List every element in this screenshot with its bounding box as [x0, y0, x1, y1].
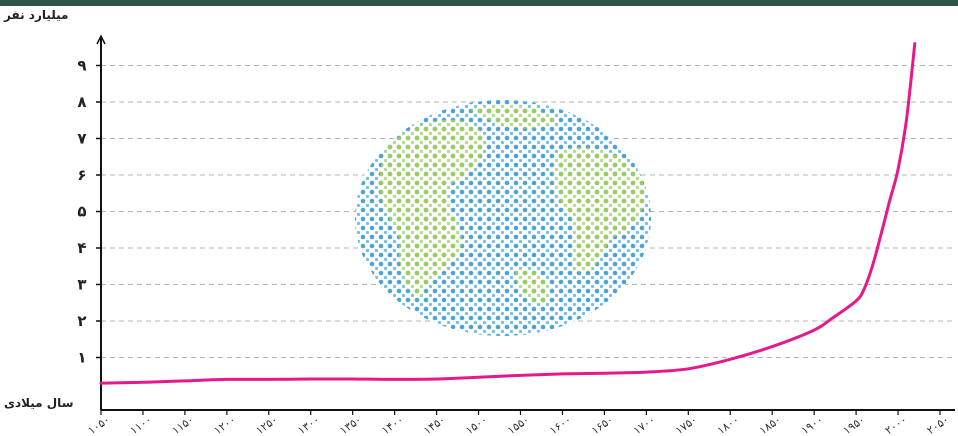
x-tick-label-2000: ۲۰۰۰ — [883, 413, 910, 436]
x-axis-title: سال میلادی — [4, 396, 74, 410]
x-tick-label-1450: ۱۴۵۰ — [421, 413, 448, 436]
x-tick-label-1550: ۱۵۵۰ — [505, 413, 532, 436]
population-line — [99, 42, 917, 385]
y-tick-labels: ۱ ۲ ۳ ۴ ۵ ۶ ۷ ۸ ۹ — [77, 57, 86, 367]
y-tick-label-2: ۲ — [77, 312, 86, 330]
x-tick-label-1800: ۱۸۰۰ — [715, 413, 742, 436]
y-tick-label-3: ۳ — [77, 276, 86, 294]
top-bar — [0, 0, 958, 6]
axes — [96, 34, 955, 415]
x-tick-label-1900: ۱۹۰۰ — [799, 413, 826, 436]
x-tick-label-1600: ۱۶۰۰ — [547, 413, 574, 436]
x-tick-label-1650: ۱۶۵۰ — [589, 413, 616, 436]
x-tick-label-1350: ۱۳۵۰ — [337, 413, 364, 436]
y-tick-label-4: ۴ — [77, 239, 86, 257]
y-tick-label-9: ۹ — [77, 57, 86, 75]
x-tick-label-1100: ۱۱۰۰ — [128, 413, 155, 436]
x-tick-label-1050: ۱۰۵۰ — [86, 413, 113, 436]
x-tick-label-1250: ۱۲۵۰ — [253, 413, 280, 436]
x-tick-label-1300: ۱۳۰۰ — [295, 413, 322, 436]
y-tick-label-1: ۱ — [77, 349, 86, 367]
y-tick-label-8: ۸ — [77, 93, 86, 111]
x-tick-label-1500: ۱۵۰۰ — [463, 413, 490, 436]
x-tick-labels: ۱۰۵۰ ۱۱۰۰ ۱۱۵۰ ۱۲۰۰ ۱۲۵۰ ۱۳۰۰ ۱۳۵۰ ۱۴۰۰ ۱۴۵۰ ۱۵۰۰… — [86, 413, 952, 436]
x-tick-label-1200: ۱۲۰۰ — [211, 413, 238, 436]
x-tick-label-1950: ۱۹۵۰ — [841, 413, 868, 436]
x-tick-label-1750: ۱۷۵۰ — [673, 413, 700, 436]
x-tick-label-1850: ۱۸۵۰ — [757, 413, 784, 436]
y-axis-arrow — [96, 34, 106, 45]
y-axis-title: میلیارد نفر — [4, 8, 69, 22]
x-tick-label-1150: ۱۱۵۰ — [169, 413, 196, 436]
x-tick-label-1700: ۱۷۰۰ — [631, 413, 658, 436]
y-tick-label-5: ۵ — [77, 203, 86, 221]
y-tick-label-6: ۶ — [77, 166, 86, 184]
y-tick-label-7: ۷ — [77, 130, 86, 148]
x-tick-label-1400: ۱۴۰۰ — [379, 413, 406, 436]
globe-people-icon — [355, 100, 651, 336]
x-tick-label-2050: ۲۰۵۰ — [925, 413, 952, 436]
